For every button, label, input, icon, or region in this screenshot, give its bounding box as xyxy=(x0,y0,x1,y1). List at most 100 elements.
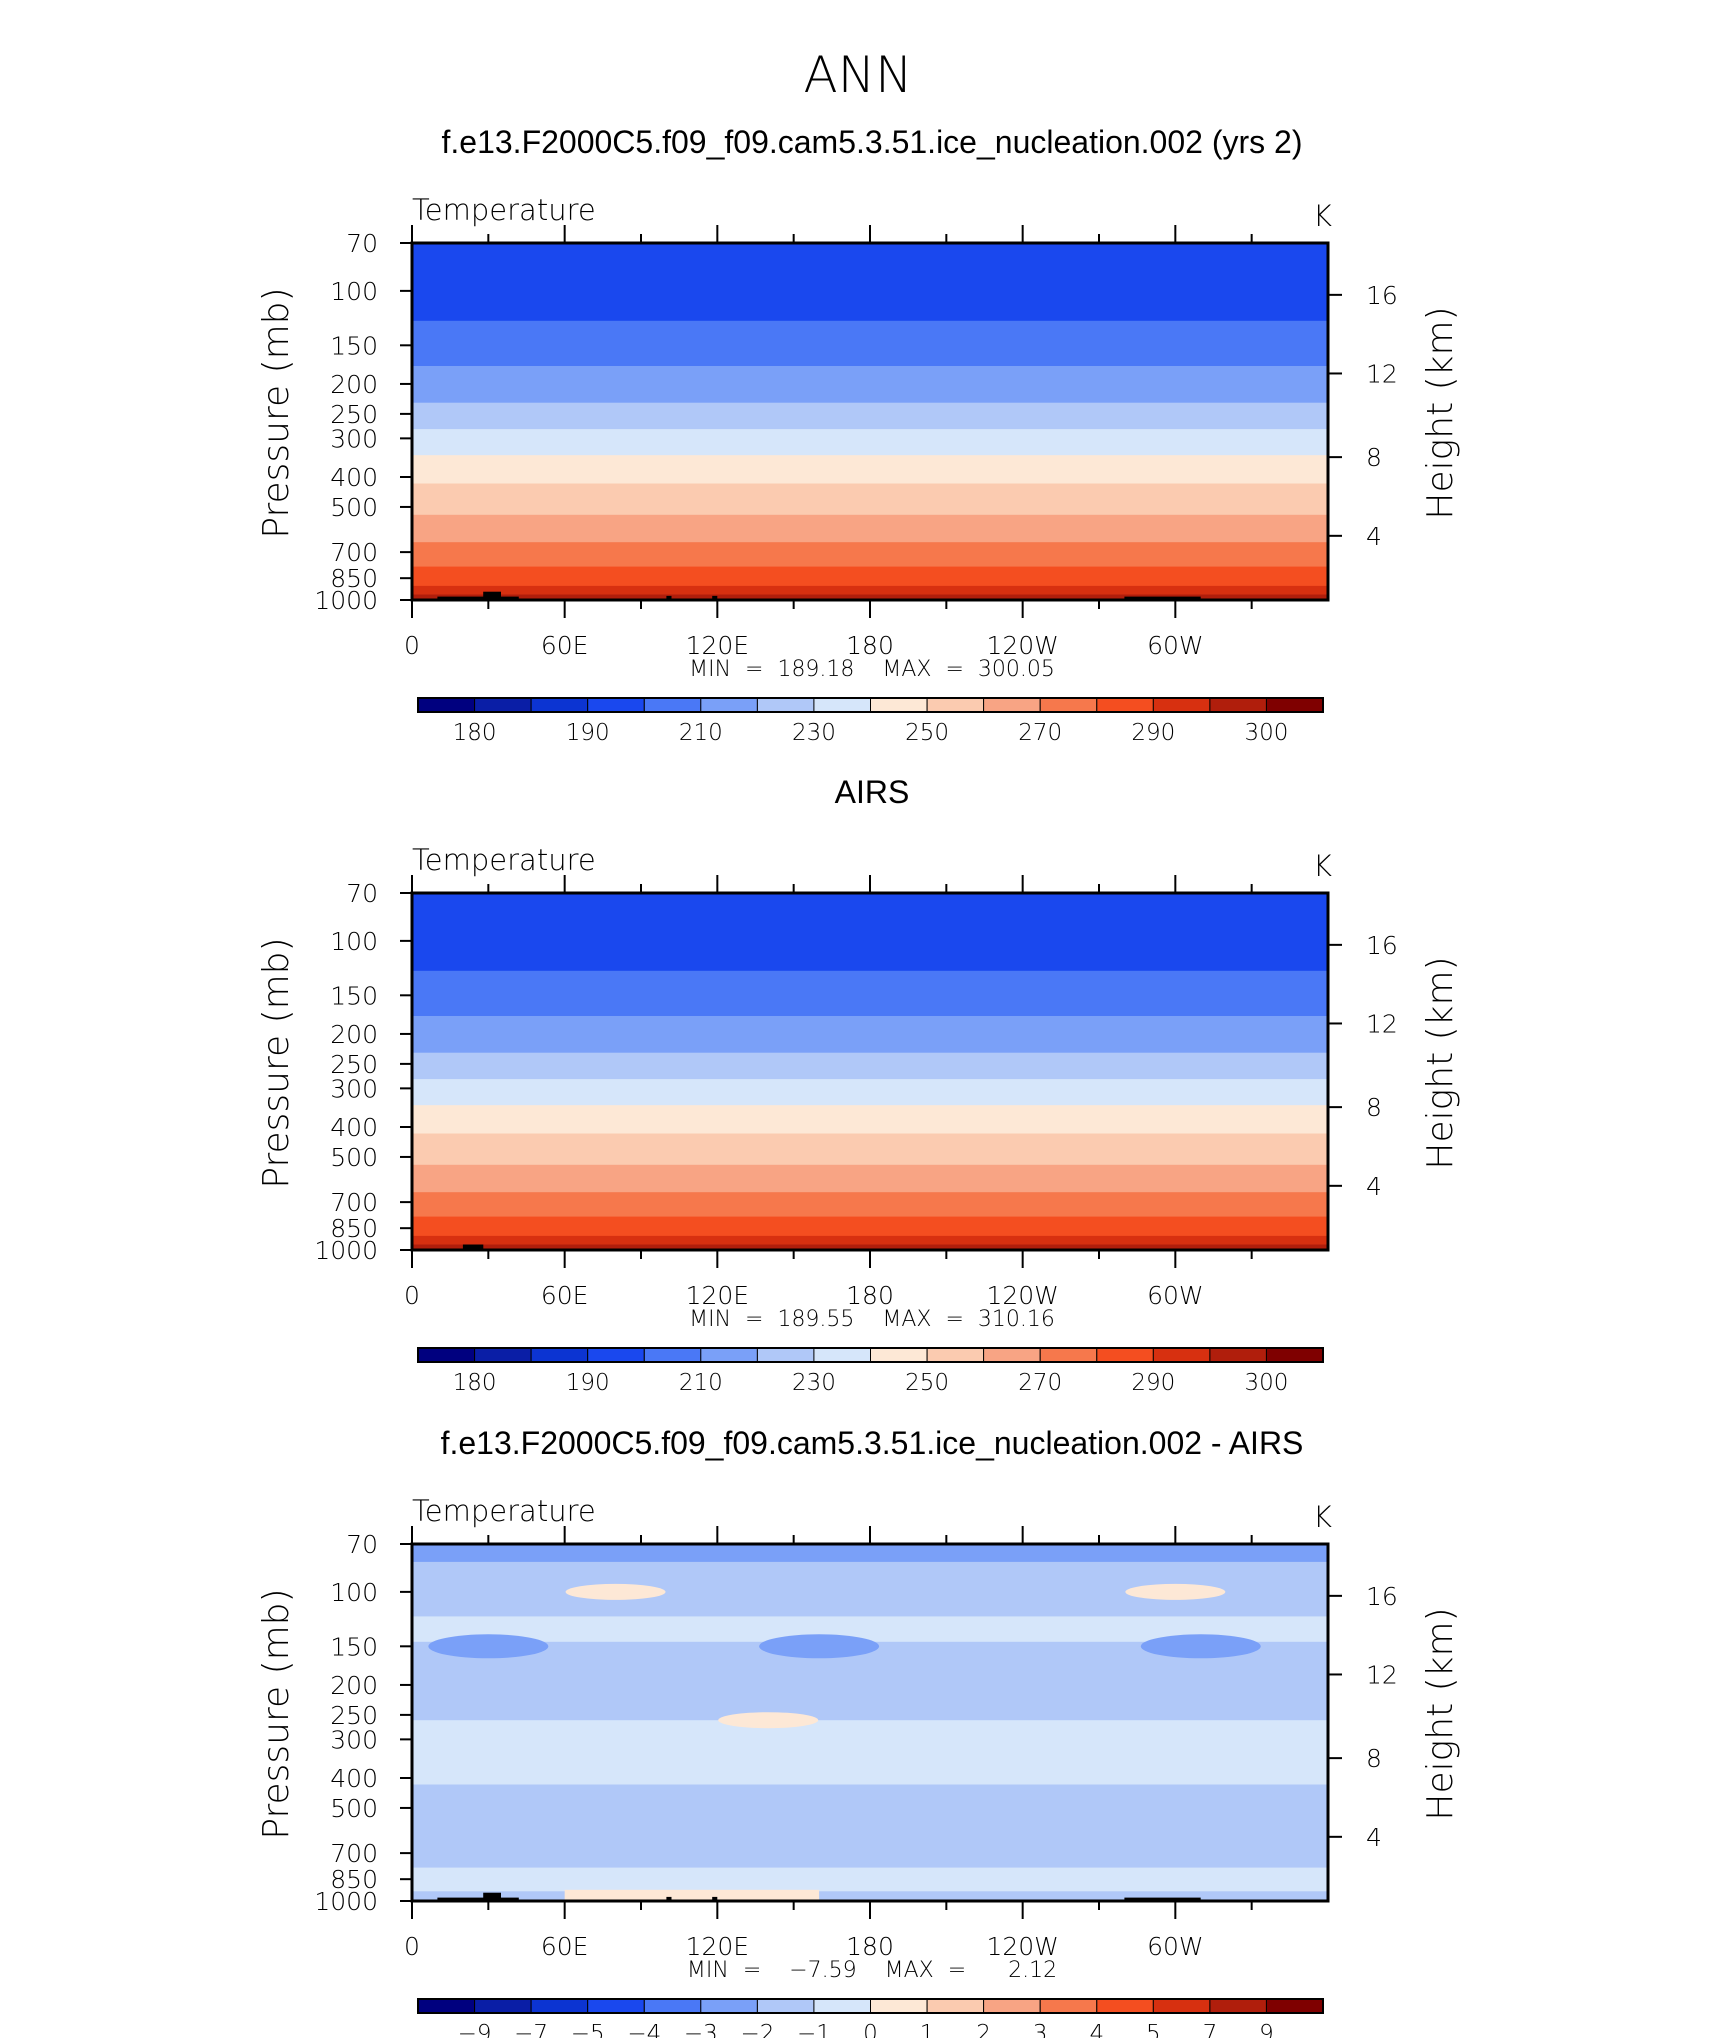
colorbar-swatch xyxy=(474,1347,532,1363)
figure-title: ANN xyxy=(803,46,912,104)
colorbar-swatch xyxy=(983,697,1041,713)
cold-bias-patch xyxy=(759,1634,880,1659)
colorbar-swatch xyxy=(643,1998,702,2014)
contour-band xyxy=(412,1720,1328,1786)
cold-tropopause-feature xyxy=(774,936,865,945)
y-tick-label: 500 xyxy=(330,493,378,522)
y-tick-label: 100 xyxy=(330,1578,378,1607)
y-tick-label: 850 xyxy=(330,1865,378,1894)
variable-label: Temperature xyxy=(412,1494,596,1528)
y2-tick-label: 12 xyxy=(1366,1009,1398,1038)
y-tick-label: 300 xyxy=(330,1074,378,1103)
colorbar-swatch xyxy=(1096,1998,1154,2014)
contour-band xyxy=(412,566,1328,587)
x-tick-label: 60E xyxy=(541,1932,589,1961)
contour-band xyxy=(412,1079,1328,1106)
colorbar-label: 7 xyxy=(1203,2021,1218,2038)
contour-band xyxy=(412,514,1328,543)
colorbar-swatch xyxy=(813,697,872,713)
contour-band xyxy=(412,1133,1328,1166)
colorbar-swatch xyxy=(926,1998,985,2014)
colorbar-swatch xyxy=(1096,1347,1154,1363)
colorbar-swatch xyxy=(587,1998,645,2014)
colorbar-frame xyxy=(417,697,1324,713)
colorbar-swatch xyxy=(1152,1998,1211,2014)
contour-band xyxy=(412,594,1328,601)
colorbar-swatch xyxy=(983,1998,1041,2014)
colorbar-swatch xyxy=(1152,1347,1211,1363)
colorbar-label: −1 xyxy=(797,2021,831,2038)
colorbar-frame xyxy=(417,1347,1324,1363)
y-tick-label: 850 xyxy=(330,1214,378,1243)
colorbar-swatch xyxy=(587,697,645,713)
cold-tropopause-feature xyxy=(724,286,915,295)
colorbar-swatch xyxy=(417,1347,476,1363)
y-axis-label: Pressure (mb) xyxy=(256,1588,297,1839)
y-tick-label: 850 xyxy=(330,564,378,593)
variable-label: Temperature xyxy=(412,193,596,227)
y-tick-label: 1000 xyxy=(314,586,378,615)
topography-mask xyxy=(1124,596,1201,600)
contour-band xyxy=(412,970,1328,1017)
colorbar-label: −7 xyxy=(514,2021,548,2038)
contour-band xyxy=(412,1823,1328,1869)
colorbar-label: 0 xyxy=(863,2021,878,2038)
colorbar-label: −5 xyxy=(571,2021,605,2038)
y-tick-label: 400 xyxy=(330,1764,378,1793)
panel-title: f.e13.F2000C5.f09_f09.cam5.3.51.ice_nucl… xyxy=(441,1425,1304,1461)
x-tick-label: 180 xyxy=(846,631,894,660)
min-max-stats: MIN = 189.18 MAX = 300.05 xyxy=(689,657,1055,682)
y-tick-label: 200 xyxy=(330,1020,378,1049)
colorbar-label: 290 xyxy=(1131,1370,1175,1396)
colorbar-swatch xyxy=(870,697,928,713)
colorbar-swatch xyxy=(587,1347,645,1363)
colorbar-swatch xyxy=(530,697,589,713)
colorbar-swatch xyxy=(870,1998,928,2014)
y2-tick-label: 12 xyxy=(1366,1660,1398,1689)
colorbar-label: 250 xyxy=(905,1370,949,1396)
colorbar-swatch xyxy=(700,1998,758,2014)
contour-band xyxy=(412,366,1328,404)
panel-title: f.e13.F2000C5.f09_f09.cam5.3.51.ice_nucl… xyxy=(442,124,1303,160)
colorbar-swatch xyxy=(756,1347,815,1363)
contour-band xyxy=(412,429,1328,456)
y2-tick-label: 4 xyxy=(1366,1172,1382,1201)
topography-mask xyxy=(483,1892,501,1901)
y-tick-label: 70 xyxy=(346,229,378,258)
y2-tick-label: 8 xyxy=(1366,1744,1382,1773)
topography-mask xyxy=(483,591,501,600)
contour-band xyxy=(412,1105,1328,1135)
y-tick-label: 150 xyxy=(330,981,378,1010)
x-tick-label: 60E xyxy=(541,1281,589,1310)
y-tick-label: 100 xyxy=(330,277,378,306)
colorbar-label: 4 xyxy=(1089,2021,1104,2038)
colorbar-label: −4 xyxy=(627,2021,661,2038)
colorbar-swatch xyxy=(1209,1347,1268,1363)
colorbar-swatch xyxy=(1039,1347,1098,1363)
contour-band xyxy=(412,585,1328,596)
colorbar-label: 1 xyxy=(920,2021,935,2038)
colorbar-swatch xyxy=(474,697,532,713)
colorbar-label: 250 xyxy=(905,720,949,746)
colorbar-label: −2 xyxy=(740,2021,774,2038)
colorbar-swatch xyxy=(530,1347,589,1363)
colorbar-label: 9 xyxy=(1259,2021,1274,2038)
colorbar-swatch xyxy=(417,1998,476,2014)
y2-axis-label: Height (km) xyxy=(1420,956,1461,1169)
topography-mask xyxy=(437,596,519,600)
y2-tick-label: 4 xyxy=(1366,522,1382,551)
colorbar-label: −3 xyxy=(684,2021,718,2038)
y2-tick-label: 16 xyxy=(1366,931,1398,960)
x-tick-label: 120W xyxy=(986,1281,1058,1310)
colorbar-swatch xyxy=(1265,1347,1324,1363)
x-tick-label: 180 xyxy=(846,1932,894,1961)
y-tick-label: 200 xyxy=(330,370,378,399)
y-tick-label: 70 xyxy=(346,1530,378,1559)
contour-band xyxy=(412,455,1328,485)
min-max-stats: MIN = 189.55 MAX = 310.16 xyxy=(689,1307,1055,1332)
contour-band xyxy=(412,1891,1328,1902)
panel-title: AIRS xyxy=(835,774,910,810)
colorbar-label: −9 xyxy=(458,2021,492,2038)
y-tick-label: 250 xyxy=(330,400,378,429)
